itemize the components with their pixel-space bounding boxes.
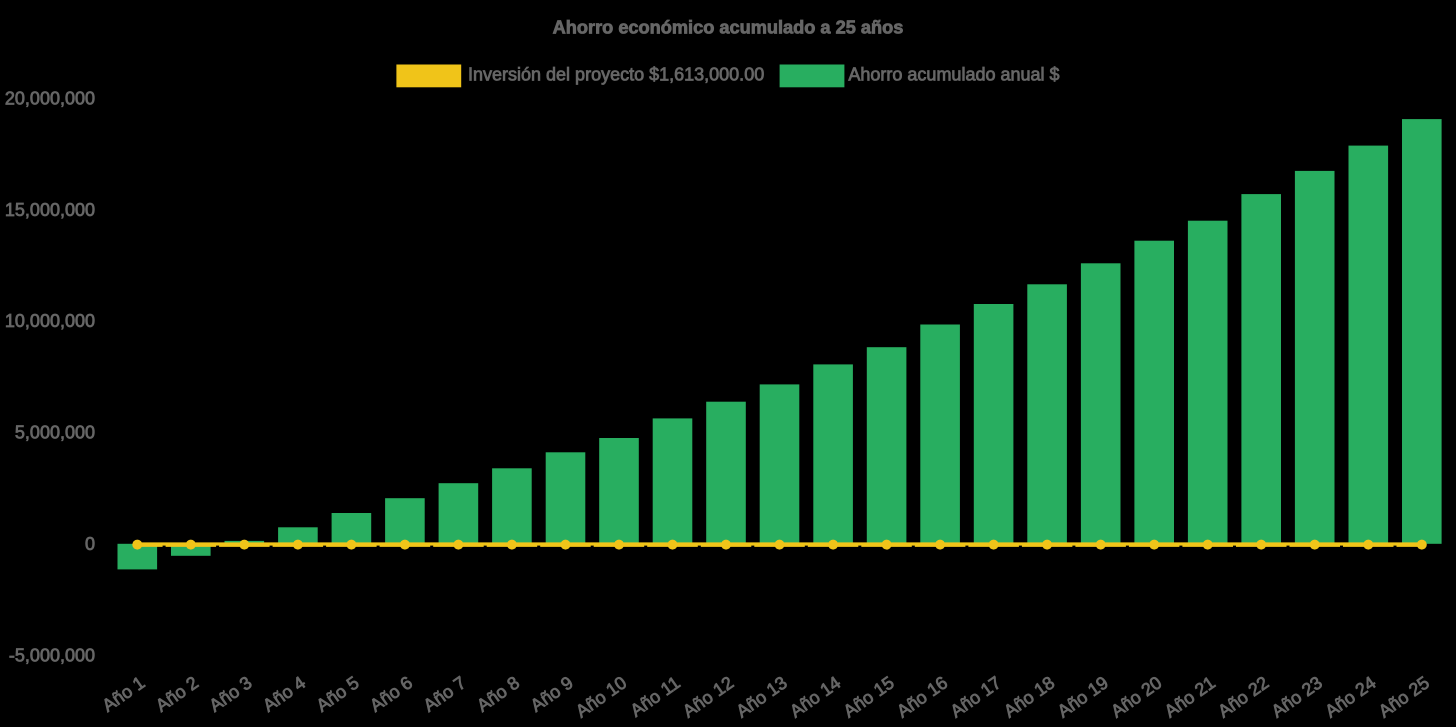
svg-text:-5,000,000: -5,000,000	[9, 645, 95, 665]
svg-text:Ahorro acumulado anual $: Ahorro acumulado anual $	[848, 65, 1059, 85]
svg-text:15,000,000: 15,000,000	[5, 200, 95, 220]
svg-text:0: 0	[85, 534, 95, 554]
svg-text:20,000,000: 20,000,000	[5, 88, 95, 108]
svg-text:Ahorro económico acumulado a 2: Ahorro económico acumulado a 25 años	[553, 17, 904, 37]
svg-text:5,000,000: 5,000,000	[15, 423, 95, 443]
svg-text:Inversión del proyecto $1,613,: Inversión del proyecto $1,613,000.00	[468, 65, 764, 85]
svg-text:10,000,000: 10,000,000	[5, 311, 95, 331]
